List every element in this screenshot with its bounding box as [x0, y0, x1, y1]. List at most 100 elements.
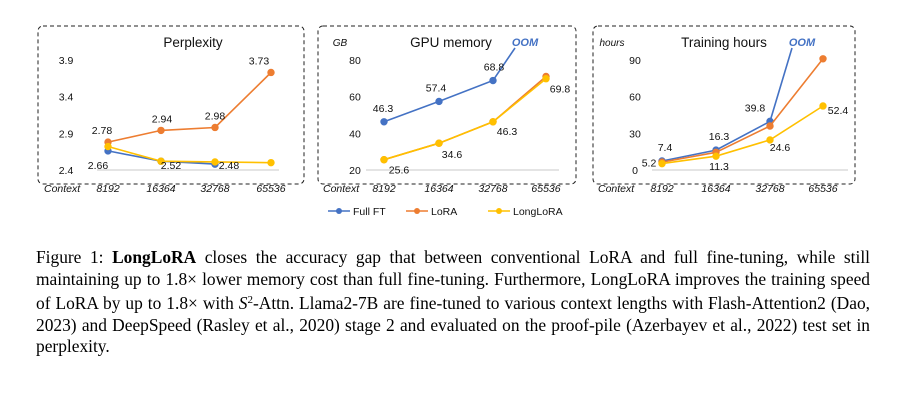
- gpu-memory-point-full-ft: [435, 97, 443, 106]
- perplexity-point-longlora: [267, 158, 275, 167]
- perplexity-point-longlora: [211, 158, 219, 166]
- perplexity-title: Perplexity: [163, 35, 223, 50]
- perplexity-point-lora: [211, 123, 219, 132]
- gpu-memory-point-longlora: [542, 75, 550, 83]
- perplexity-x-tick: 8192: [96, 183, 120, 195]
- gpu-memory-data-label-longlora: 34.6: [442, 149, 463, 161]
- perplexity-y-tick: 3.9: [59, 55, 74, 67]
- gpu-memory-line-full-ft: [383, 47, 516, 123]
- gpu-memory-data-label-full-ft: 46.3: [373, 103, 394, 115]
- caption-s-power: 2: [247, 294, 254, 306]
- perplexity-point-longlora: [157, 157, 165, 165]
- gpu-memory-data-label-longlora: 46.3: [497, 126, 518, 138]
- caption-bold-term: LongLoRA: [112, 247, 197, 267]
- gpu-memory-data-label-full-ft: 68.8: [484, 62, 505, 74]
- training-hours-data-label-full-ft: 39.8: [745, 102, 766, 114]
- gpu-memory-oom-label: OOM: [512, 37, 539, 49]
- training-hours-point-longlora: [658, 159, 666, 168]
- training-hours-data-label-longlora: 5.2: [642, 158, 657, 170]
- perplexity-data-label-longlora: 2.52: [161, 160, 182, 172]
- training-hours-data-label-longlora: 52.4: [828, 105, 849, 117]
- gpu-memory-point-full-ft: [489, 76, 497, 85]
- gpu-memory-y-unit: GB: [333, 38, 348, 49]
- legend-marker-lora: [414, 208, 420, 214]
- training-hours-line-full-ft: [661, 47, 793, 162]
- training-hours-y-tick: 0: [632, 165, 638, 177]
- training-hours-point-longlora: [712, 152, 720, 160]
- training-hours-data-label-longlora: 11.3: [709, 161, 729, 173]
- caption-text-part-2: -Attn. Llama2-7B are fine-tuned to vario…: [36, 293, 870, 356]
- training-hours-x-tick: 8192: [650, 183, 674, 195]
- gpu-memory-y-tick: 40: [349, 128, 361, 140]
- legend-label-longlora: LongLoRA: [513, 206, 563, 218]
- perplexity-data-label-lora: 3.73: [249, 55, 270, 67]
- gpu-memory-data-label-longlora: 69.8: [550, 84, 571, 96]
- gpu-memory-title: GPU memory: [410, 35, 492, 50]
- legend-marker-full-ft: [336, 208, 342, 214]
- perplexity-data-label-lora: 2.94: [152, 113, 173, 125]
- caption-text-part-1: closes the accuracy gap that between con…: [36, 247, 870, 313]
- perplexity-y-tick: 2.4: [59, 165, 74, 177]
- gpu-memory-x-tick: 8192: [372, 183, 396, 195]
- training-hours-point-longlora: [819, 102, 827, 110]
- perplexity-data-label-full-ft: 2.66: [88, 160, 109, 172]
- legend-marker-longlora: [496, 208, 502, 214]
- perplexity-y-tick: 2.9: [59, 128, 74, 140]
- perplexity-x-tick: 32768: [200, 183, 229, 195]
- training-hours-line-longlora: [661, 105, 824, 165]
- training-hours-y-tick: 60: [629, 92, 641, 104]
- training-hours-y-tick: 90: [629, 55, 641, 67]
- training-hours-data-label-longlora: 24.6: [770, 142, 791, 154]
- training-hours-x-tick: 65536: [808, 183, 837, 195]
- gpu-memory-line-longlora: [383, 78, 547, 161]
- training-hours-title: Training hours: [681, 35, 767, 50]
- caption-s-symbol: S: [238, 293, 248, 313]
- training-hours-y-unit: hours: [599, 38, 624, 49]
- training-hours-data-label-full-ft: 16.3: [709, 131, 730, 143]
- training-hours-point-lora: [819, 55, 827, 63]
- caption-figure-label: Figure 1:: [36, 247, 104, 267]
- perplexity-point-lora: [267, 68, 275, 77]
- training-hours-oom-label: OOM: [789, 37, 816, 49]
- gpu-memory-point-longlora: [489, 118, 497, 126]
- perplexity-y-tick: 3.4: [59, 92, 74, 104]
- training-hours-data-label-full-ft: 7.4: [658, 142, 673, 154]
- gpu-memory-y-tick: 80: [349, 55, 361, 67]
- perplexity-data-label-lora: 2.98: [205, 110, 226, 122]
- training-hours-x-tick: 16364: [701, 183, 730, 195]
- figure-1-charts: Perplexity 2.4 2.9 3.4 3.9 Context 8192 16364 32…: [37, 25, 856, 218]
- gpu-memory-y-tick: 20: [349, 165, 361, 177]
- legend-label-full-ft: Full FT: [353, 206, 386, 218]
- perplexity-line-lora: [107, 71, 272, 143]
- gpu-memory-data-label-full-ft: 57.4: [426, 82, 447, 94]
- perplexity-panel-border: [37, 25, 305, 185]
- perplexity-context-label: Context: [44, 183, 81, 195]
- training-hours-context-label: Context: [598, 183, 635, 195]
- perplexity-line-longlora: [107, 145, 272, 164]
- perplexity-point-longlora: [104, 142, 112, 151]
- perplexity-data-label-longlora: 2.48: [219, 160, 240, 172]
- training-hours-y-tick: 30: [629, 128, 641, 140]
- gpu-memory-point-longlora: [435, 139, 443, 147]
- perplexity-x-tick: 16364: [146, 183, 175, 195]
- gpu-memory-y-tick: 60: [349, 92, 361, 104]
- perplexity-point-lora: [157, 126, 165, 135]
- gpu-memory-line-lora: [383, 75, 547, 161]
- figure-caption: Figure 1: LongLoRA closes the accuracy g…: [36, 247, 870, 358]
- gpu-memory-x-tick: 65536: [531, 183, 560, 195]
- gpu-memory-context-label: Context: [323, 183, 360, 195]
- gpu-memory-point-full-ft: [380, 118, 388, 126]
- perplexity-x-tick: 65536: [256, 183, 285, 195]
- training-hours-point-longlora: [766, 136, 774, 144]
- gpu-memory-data-label-longlora: 25.6: [389, 165, 410, 177]
- gpu-memory-x-tick: 32768: [478, 183, 507, 195]
- legend-label-lora: LoRA: [431, 206, 457, 218]
- gpu-memory-x-tick: 16364: [424, 183, 453, 195]
- training-hours-point-lora: [766, 122, 774, 130]
- training-hours-x-tick: 32768: [755, 183, 784, 195]
- training-hours-panel-border: [592, 25, 856, 185]
- gpu-memory-panel-border: [317, 25, 577, 185]
- perplexity-data-label-lora: 2.78: [92, 125, 113, 137]
- training-hours-line-lora: [661, 58, 824, 163]
- gpu-memory-point-longlora: [380, 156, 388, 164]
